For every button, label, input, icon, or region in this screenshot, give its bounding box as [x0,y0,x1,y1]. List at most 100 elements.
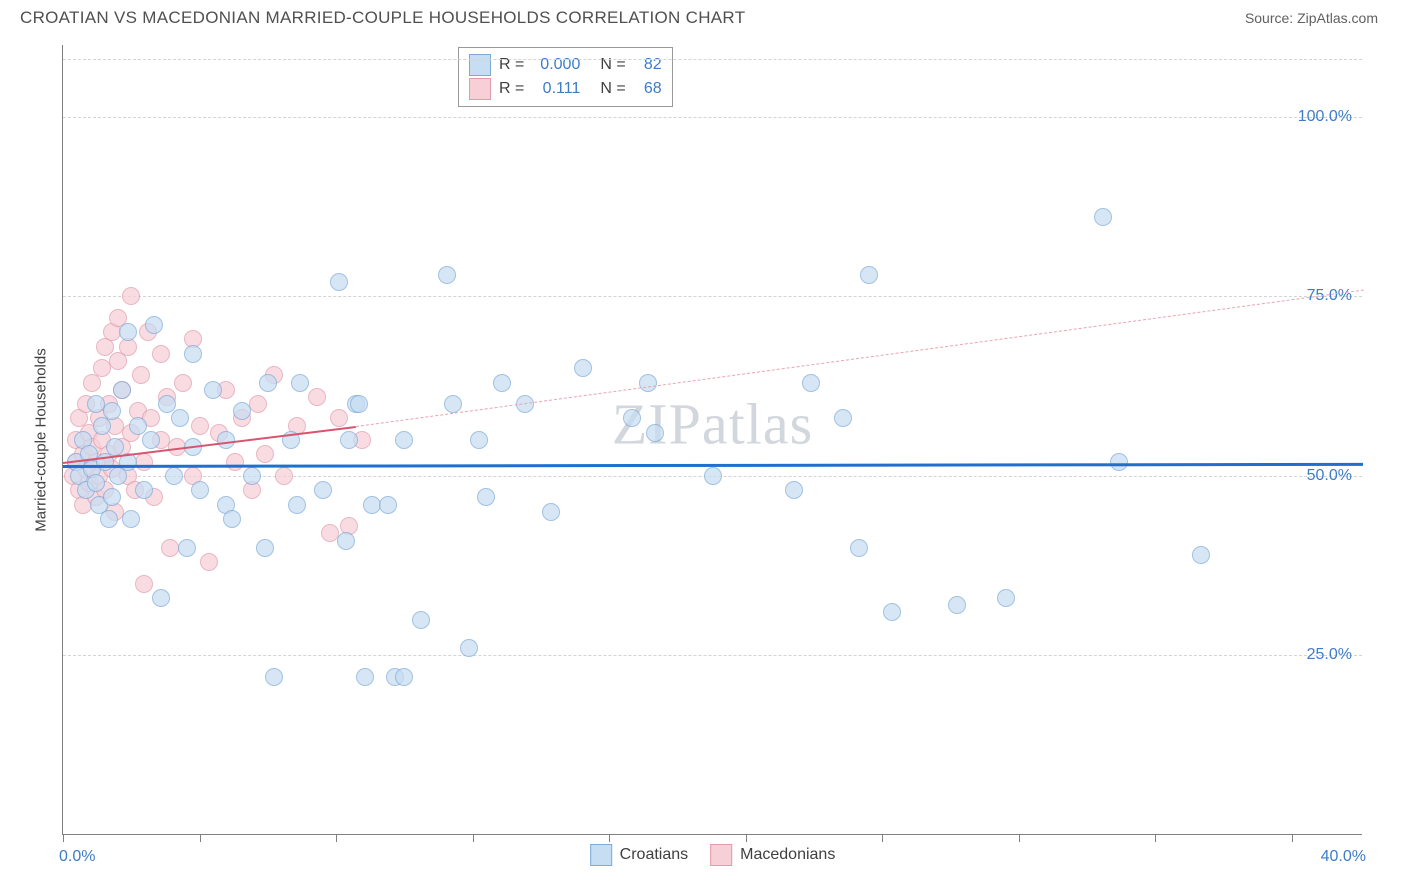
data-point [1110,453,1128,471]
x-tick [609,834,610,842]
data-point [493,374,511,392]
data-point [158,395,176,413]
data-point [145,316,163,334]
data-point [883,603,901,621]
data-point [165,467,183,485]
legend-label: Croatians [620,846,688,864]
legend-swatch [590,844,612,866]
x-tick [1292,834,1293,842]
data-point [330,273,348,291]
grid-line [63,59,1362,60]
data-point [171,409,189,427]
stats-row: R =0.000N =82 [469,53,662,77]
data-point [350,395,368,413]
x-tick [1155,834,1156,842]
data-point [135,575,153,593]
grid-line [63,117,1362,118]
stat-r-value: 0.111 [532,80,580,98]
data-point [223,510,241,528]
data-point [395,431,413,449]
data-point [152,345,170,363]
data-point [129,417,147,435]
data-point [330,409,348,427]
plot-area: Married-couple Households ZIPatlas R =0.… [62,45,1362,835]
data-point [997,589,1015,607]
x-tick [473,834,474,842]
data-point [639,374,657,392]
source-label: Source: ZipAtlas.com [1245,10,1378,26]
x-tick [1019,834,1020,842]
data-point [314,481,332,499]
x-tick [746,834,747,842]
data-point [646,424,664,442]
data-point [802,374,820,392]
legend-swatch [469,54,491,76]
y-tick-label: 25.0% [1307,646,1352,664]
data-point [249,395,267,413]
data-point [704,467,722,485]
data-point [623,409,641,427]
legend-swatch [710,844,732,866]
data-point [191,481,209,499]
stat-n-label: N = [600,80,625,98]
data-point [132,366,150,384]
data-point [87,474,105,492]
data-point [785,481,803,499]
data-point [103,488,121,506]
data-point [395,668,413,686]
data-point [103,402,121,420]
data-point [288,496,306,514]
data-point [113,381,131,399]
y-axis-title: Married-couple Households [33,348,50,531]
data-point [226,453,244,471]
chart-title: CROATIAN VS MACEDONIAN MARRIED-COUPLE HO… [20,8,745,28]
data-point [200,553,218,571]
data-point [135,481,153,499]
data-point [444,395,462,413]
grid-line [63,655,1362,656]
data-point [100,510,118,528]
data-point [477,488,495,506]
grid-line [63,296,1362,297]
data-point [259,374,277,392]
data-point [174,374,192,392]
stats-legend-box: R =0.000N =82 R = 0.111 N = 68 [458,47,673,107]
x-tick [63,834,64,842]
data-point [256,445,274,463]
data-point [308,388,326,406]
data-point [438,266,456,284]
x-axis-max-label: 40.0% [1321,848,1366,866]
data-point [265,668,283,686]
data-point [256,539,274,557]
data-point [243,467,261,485]
data-point [122,510,140,528]
data-point [217,431,235,449]
data-point [340,431,358,449]
stat-r-label: R = [499,80,524,98]
data-point [412,611,430,629]
data-point [106,438,124,456]
data-point [460,639,478,657]
data-point [184,345,202,363]
trend-line [355,289,1363,426]
x-tick [200,834,201,842]
stat-n-value: 68 [634,80,662,98]
y-tick-label: 100.0% [1298,108,1352,126]
data-point [233,402,251,420]
data-point [379,496,397,514]
data-point [1192,546,1210,564]
data-point [204,381,222,399]
data-point [542,503,560,521]
data-point [122,287,140,305]
data-point [574,359,592,377]
stats-row: R = 0.111 N = 68 [469,77,662,101]
legend-item: Macedonians [710,844,835,866]
y-tick-label: 50.0% [1307,467,1352,485]
data-point [860,266,878,284]
data-point [470,431,488,449]
chart-container: Married-couple Households ZIPatlas R =0.… [20,45,1386,882]
legend-swatch [469,78,491,100]
watermark: ZIPatlas [612,390,813,457]
x-axis-min-label: 0.0% [59,848,95,866]
x-tick [336,834,337,842]
